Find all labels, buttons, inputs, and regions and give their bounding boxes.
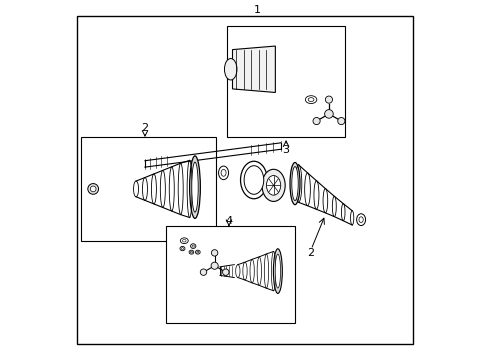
Ellipse shape xyxy=(359,217,363,222)
Ellipse shape xyxy=(189,250,194,254)
Ellipse shape xyxy=(190,156,200,219)
Ellipse shape xyxy=(262,169,285,202)
Circle shape xyxy=(313,117,320,125)
Ellipse shape xyxy=(181,248,184,249)
Text: 2: 2 xyxy=(308,248,315,258)
Ellipse shape xyxy=(273,249,282,293)
Ellipse shape xyxy=(191,251,193,253)
Circle shape xyxy=(325,110,333,118)
Polygon shape xyxy=(77,16,413,344)
Ellipse shape xyxy=(305,96,317,104)
Ellipse shape xyxy=(90,186,96,192)
Ellipse shape xyxy=(241,161,268,199)
Ellipse shape xyxy=(192,162,198,212)
Ellipse shape xyxy=(244,166,264,194)
Text: 4: 4 xyxy=(225,216,232,226)
Polygon shape xyxy=(227,26,345,137)
Text: 2: 2 xyxy=(142,123,148,133)
Ellipse shape xyxy=(357,214,366,226)
Ellipse shape xyxy=(196,250,200,254)
Text: 3: 3 xyxy=(283,145,290,155)
Ellipse shape xyxy=(292,167,298,201)
Ellipse shape xyxy=(219,166,228,180)
Circle shape xyxy=(325,96,333,103)
Polygon shape xyxy=(232,46,275,93)
Text: 1: 1 xyxy=(254,5,261,15)
Ellipse shape xyxy=(88,184,98,194)
Ellipse shape xyxy=(197,251,199,253)
Ellipse shape xyxy=(191,244,196,248)
Circle shape xyxy=(211,249,218,256)
Ellipse shape xyxy=(290,162,300,204)
Circle shape xyxy=(200,269,207,275)
Ellipse shape xyxy=(224,59,237,80)
Polygon shape xyxy=(167,226,295,323)
Circle shape xyxy=(338,117,345,125)
Ellipse shape xyxy=(182,239,186,242)
Ellipse shape xyxy=(275,254,281,288)
Circle shape xyxy=(222,269,229,275)
Ellipse shape xyxy=(221,170,226,176)
Circle shape xyxy=(211,262,218,269)
Ellipse shape xyxy=(308,98,314,102)
Ellipse shape xyxy=(267,176,281,195)
Polygon shape xyxy=(81,137,217,241)
Ellipse shape xyxy=(180,247,185,251)
Ellipse shape xyxy=(192,245,195,247)
Ellipse shape xyxy=(180,238,188,244)
